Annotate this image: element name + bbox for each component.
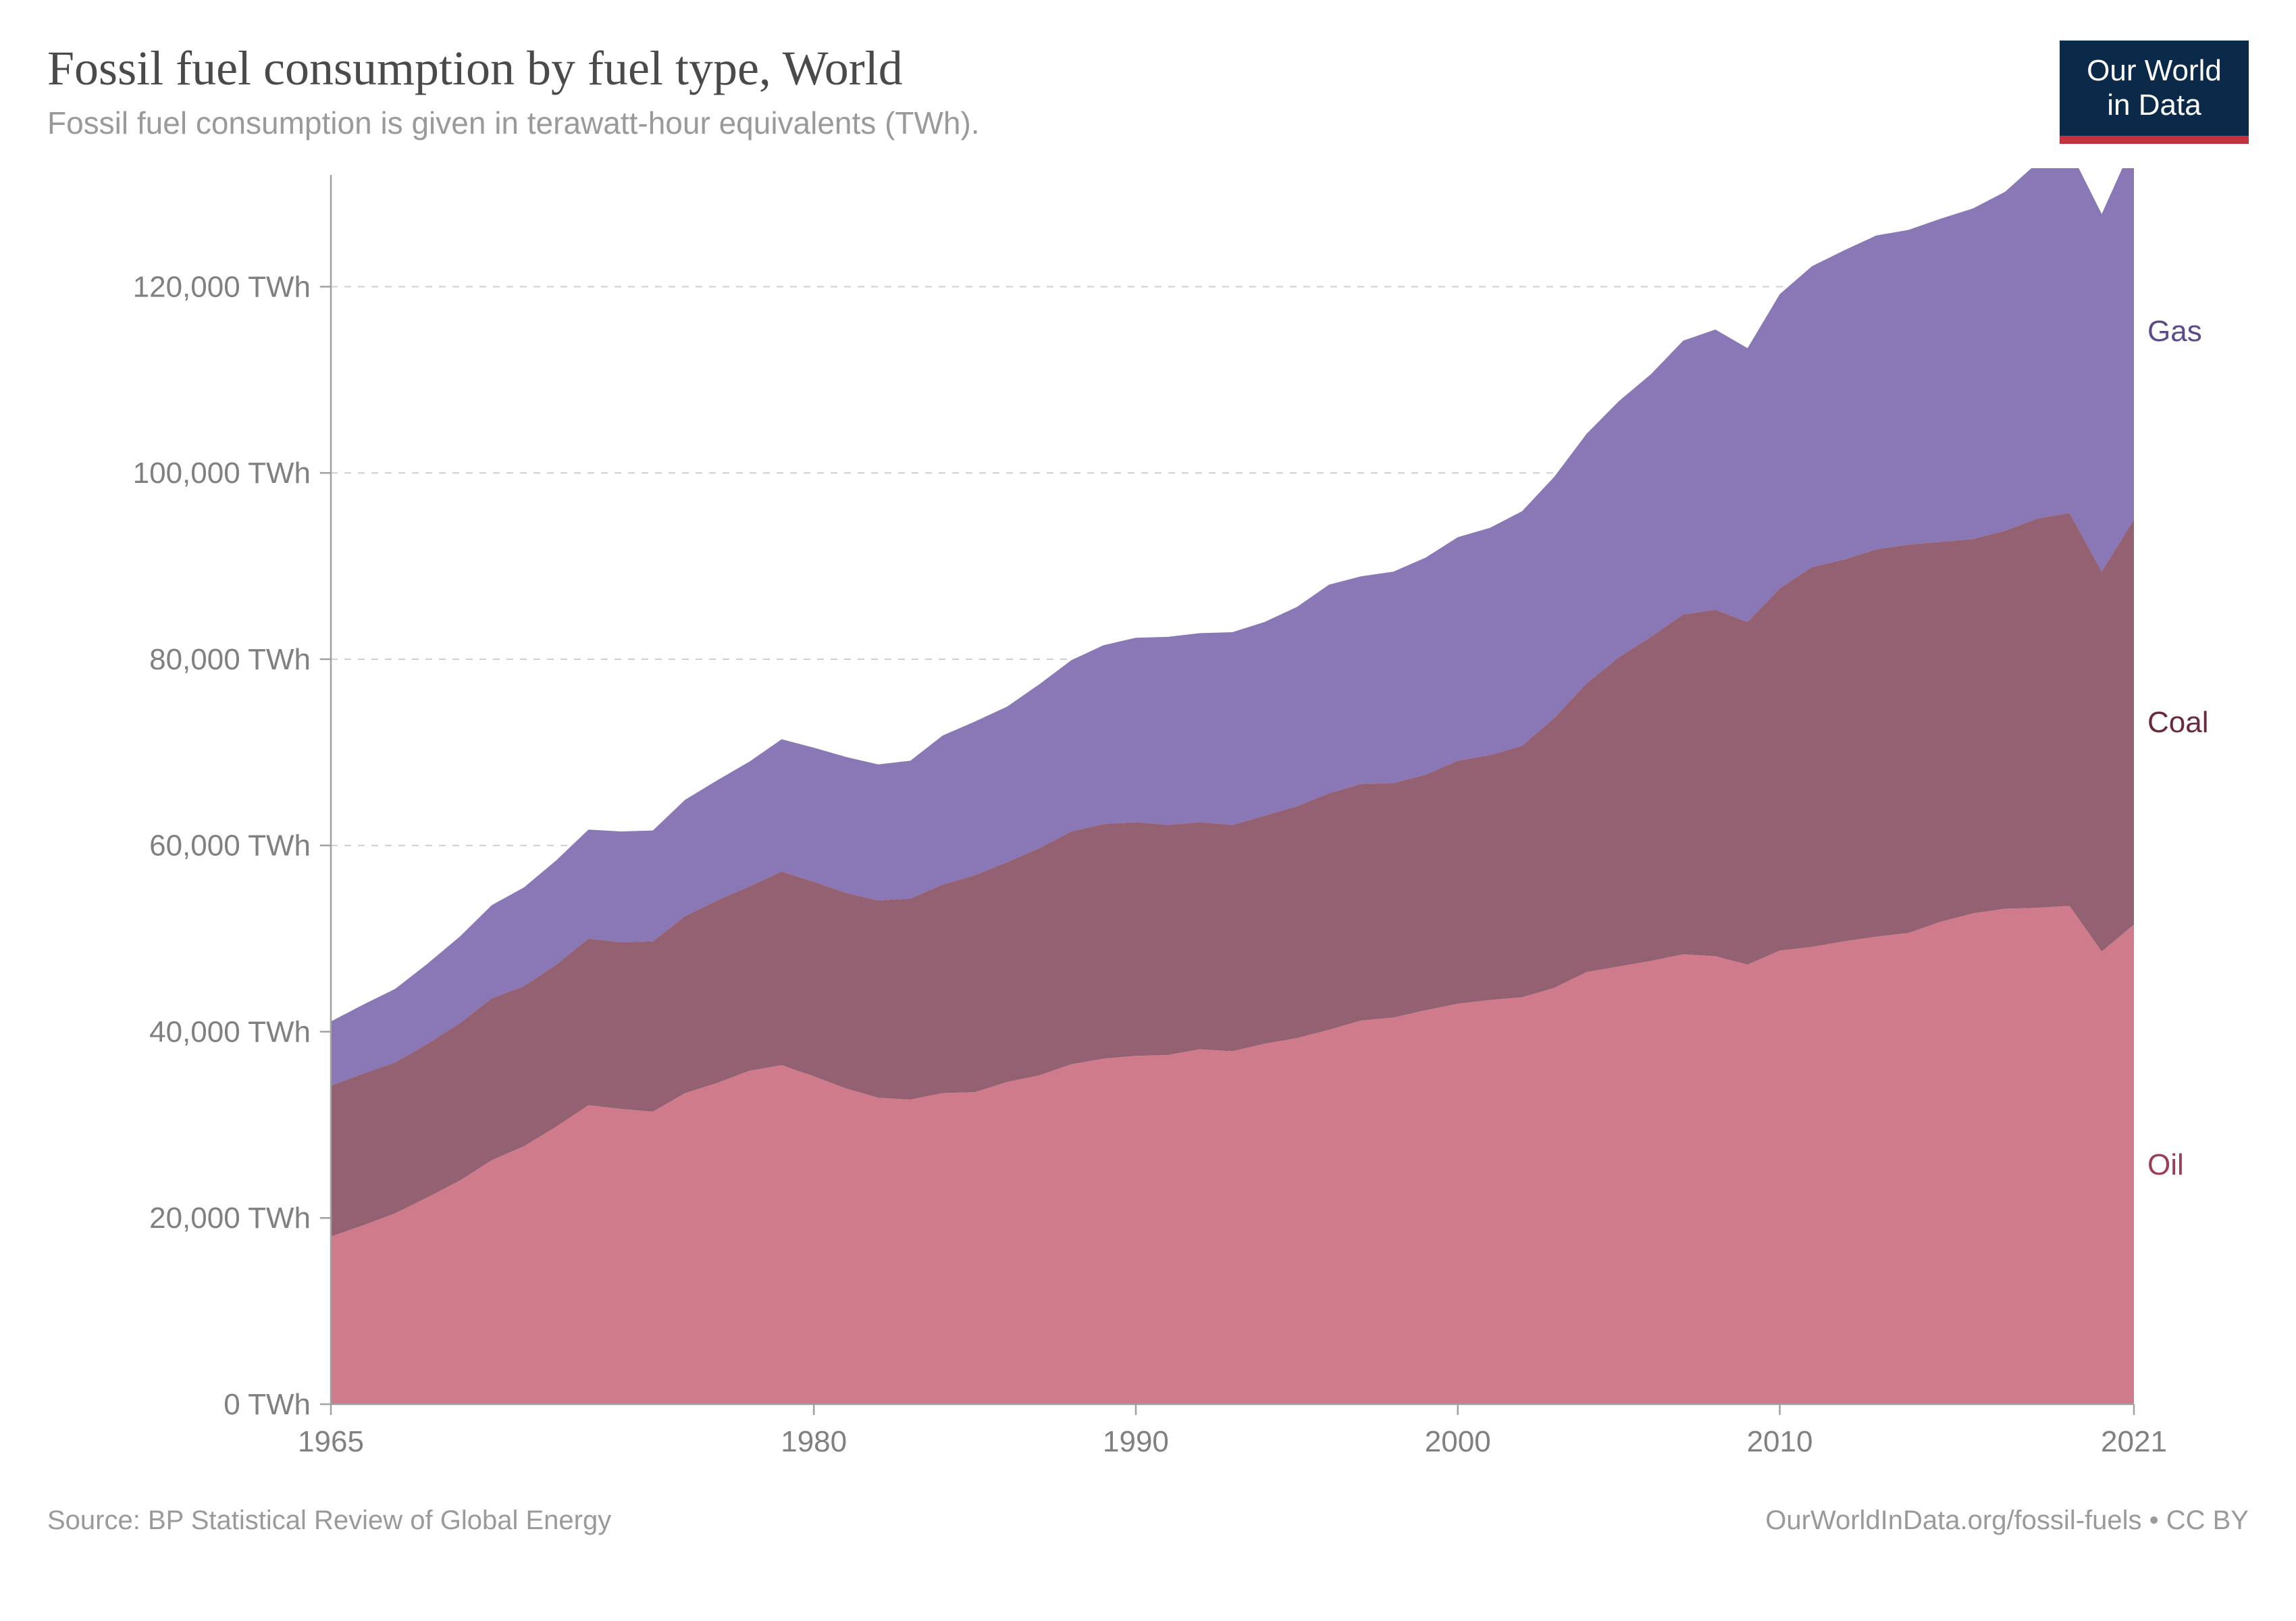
xtick-label: 1990 <box>1103 1425 1169 1458</box>
stacked-area-chart: 0 TWh 20,000 TWh 40,000 TWh 60,000 TWh 80,00… <box>47 168 2249 1485</box>
ytick-label: 20,000 TWh <box>149 1202 311 1235</box>
header: Fossil fuel consumption by fuel type, Wo… <box>47 41 2249 141</box>
logo-line2: in Data <box>2060 88 2249 123</box>
xtick-label: 2010 <box>1747 1425 1813 1458</box>
ytick-label: 0 TWh <box>224 1388 311 1421</box>
owid-logo: Our World in Data <box>2060 41 2249 144</box>
attribution-text: OurWorldInData.org/fossil-fuels • CC BY <box>1765 1506 2249 1536</box>
series-label-oil: Oil <box>2147 1148 2184 1181</box>
chart-area: 0 TWh 20,000 TWh 40,000 TWh 60,000 TWh 80,00… <box>47 168 2249 1485</box>
footer: Source: BP Statistical Review of Global … <box>47 1506 2249 1536</box>
series-label-coal: Coal <box>2147 706 2209 739</box>
ytick-label: 100,000 TWh <box>133 457 311 490</box>
ytick-label: 40,000 TWh <box>149 1015 311 1048</box>
series-label-gas: Gas <box>2147 315 2202 348</box>
chart-title: Fossil fuel consumption by fuel type, Wo… <box>47 41 2249 97</box>
chart-subtitle: Fossil fuel consumption is given in tera… <box>47 105 2249 141</box>
xtick-label: 1980 <box>781 1425 847 1458</box>
ytick-label: 80,000 TWh <box>149 643 311 676</box>
ytick-label: 60,000 TWh <box>149 829 311 863</box>
xtick-label: 2021 <box>2101 1425 2167 1458</box>
logo-line1: Our World <box>2060 54 2249 88</box>
xtick-label: 1965 <box>298 1425 364 1458</box>
source-text: Source: BP Statistical Review of Global … <box>47 1506 611 1536</box>
ytick-label: 120,000 TWh <box>133 270 311 303</box>
xtick-label: 2000 <box>1425 1425 1491 1458</box>
